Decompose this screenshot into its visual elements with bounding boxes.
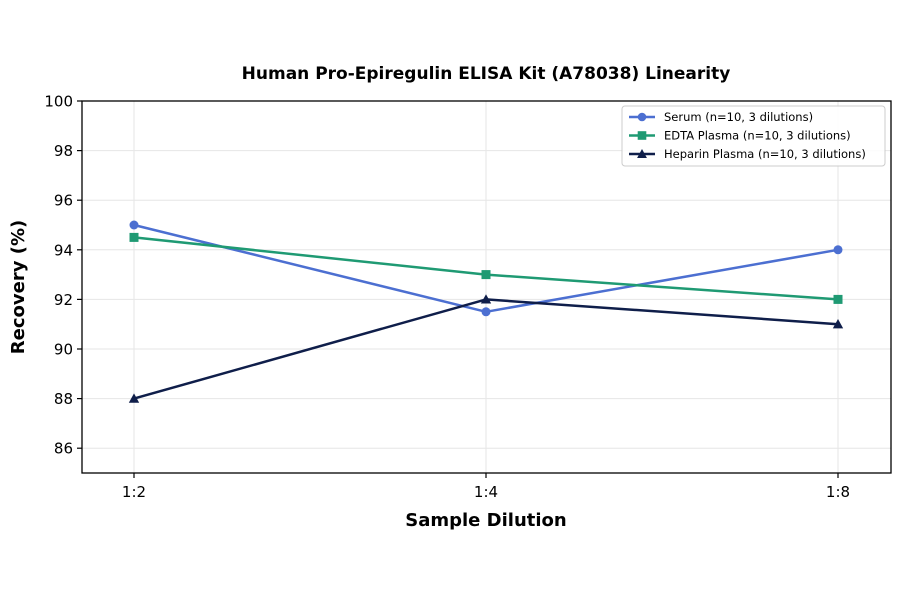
data-point (637, 112, 647, 122)
series-2 (129, 232, 843, 304)
series-3 (128, 294, 844, 403)
y-tick-label: 86 (54, 440, 73, 458)
legend-item-2: EDTA Plasma (n=10, 3 dilutions) (629, 129, 851, 143)
y-tick-label: 100 (44, 93, 73, 111)
data-point (480, 294, 492, 304)
y-tick-label: 94 (54, 241, 73, 259)
data-point (481, 270, 491, 280)
y-tick-label: 90 (54, 341, 73, 359)
legend-item-3: Heparin Plasma (n=10, 3 dilutions) (629, 147, 866, 161)
legend-label: Serum (n=10, 3 dilutions) (664, 110, 813, 124)
data-point (481, 307, 491, 317)
chart-title: Human Pro-Epiregulin ELISA Kit (A78038) … (242, 64, 731, 84)
data-point (129, 220, 139, 230)
series-layer (128, 220, 844, 403)
data-point (637, 131, 647, 140)
y-tick-label: 96 (54, 192, 73, 210)
data-point (833, 245, 843, 255)
x-axis: 1:2 1:4 1:8 (122, 473, 850, 501)
legend: Serum (n=10, 3 dilutions) EDTA Plasma (n=… (621, 105, 886, 167)
x-tick-label: 1:4 (474, 483, 498, 501)
legend-label: Heparin Plasma (n=10, 3 dilutions) (664, 147, 866, 161)
x-tick-label: 1:8 (826, 483, 850, 501)
data-point (128, 393, 140, 403)
y-axis: 86 88 90 92 94 96 98 100 (44, 93, 82, 458)
legend-item-1: Serum (n=10, 3 dilutions) (629, 110, 813, 124)
x-axis-label: Sample Dilution (405, 510, 566, 531)
x-tick-label: 1:2 (122, 483, 146, 501)
y-tick-label: 88 (54, 390, 73, 408)
data-point (832, 319, 844, 329)
series-1 (129, 220, 843, 317)
legend-label: EDTA Plasma (n=10, 3 dilutions) (664, 129, 851, 143)
y-axis-label: Recovery (%) (8, 220, 29, 354)
y-tick-label: 98 (54, 142, 73, 160)
data-point (637, 149, 647, 158)
data-point (129, 232, 139, 242)
y-tick-label: 92 (54, 291, 73, 309)
data-point (833, 294, 843, 304)
legend-box (621, 105, 886, 167)
